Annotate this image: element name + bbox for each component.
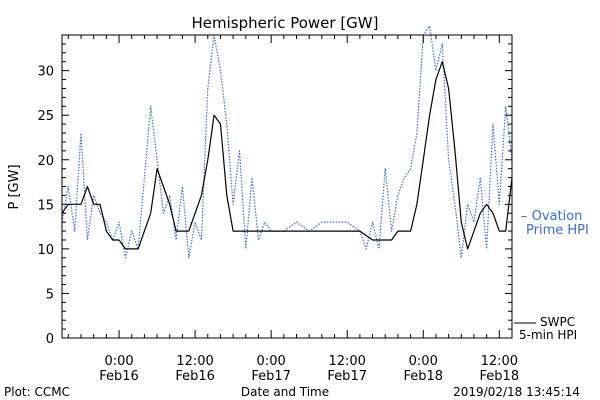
y-tick-label: 30 [37,65,54,80]
x-tick-date-label: Feb17 [251,369,291,384]
footer-plot-credit: Plot: CCMC [4,385,70,399]
series-layer [61,25,513,259]
swpc-hpi-line [61,61,513,250]
y-tick-label: 20 [37,154,54,169]
x-tick-date-label: Feb18 [480,369,520,384]
y-tick-label: 15 [37,198,54,213]
footer-timestamp: 2019/02/18 13:45:14 [453,385,580,399]
x-tick-date-label: Feb16 [99,369,139,384]
legend-swpc: SWPC 5-min HPI [514,315,577,342]
x-tick-date-label: Feb18 [403,369,443,384]
legend-ovation-line2: Prime HPI [526,223,589,238]
x-tick-time-label: 12:00 [481,354,518,369]
x-tick-time-label: 0:00 [104,354,133,369]
legend-swpc-line2: 5-min HPI [519,328,577,342]
x-tick-date-label: Feb16 [175,369,215,384]
x-tick-time-label: 0:00 [409,354,438,369]
ovation-prime-hpi-line [61,25,513,259]
x-tick-date-label: Feb17 [327,369,367,384]
x-tick-time-label: 0:00 [257,354,286,369]
x-axis: 0:00Feb1612:00Feb160:00Feb1712:00Feb170:… [67,35,520,384]
y-axis-label: P [GW] [7,164,22,209]
y-tick-label: 5 [46,287,54,302]
legend-ovation-line1: – Ovation [521,209,582,224]
x-axis-label: Date and Time [241,385,329,399]
legend-swpc-line1: SWPC [540,315,575,329]
y-tick-label: 10 [37,243,54,258]
y-axis: 0 5 10 15 20 25 30 [37,34,512,347]
x-tick-time-label: 12:00 [176,354,213,369]
legend-ovation: – Ovation Prime HPI [521,209,589,238]
y-tick-label: 25 [37,109,54,124]
y-tick-label: 0 [46,332,54,347]
x-tick-time-label: 12:00 [328,354,365,369]
chart-title: Hemispheric Power [GW] [192,14,379,32]
